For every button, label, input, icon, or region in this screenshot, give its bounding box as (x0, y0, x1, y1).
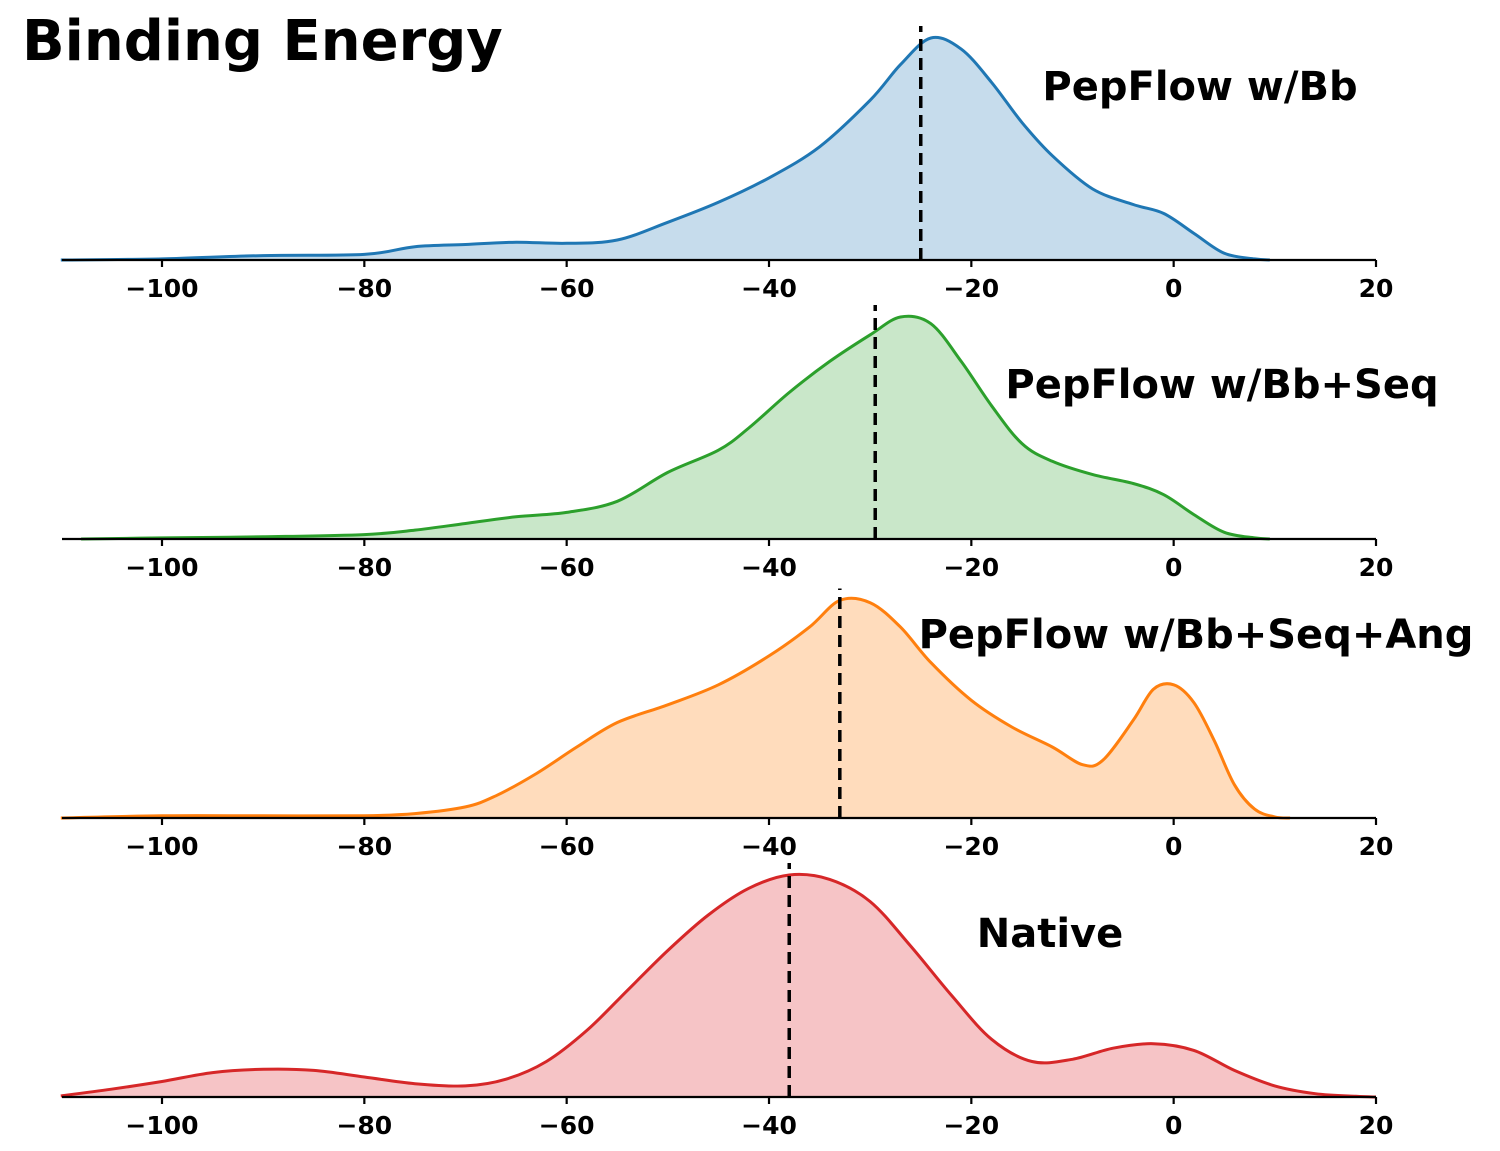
density-area (81, 316, 1270, 539)
x-tick-label: −20 (943, 274, 999, 303)
x-tick-label: 0 (1165, 1111, 1182, 1140)
x-tick-label: −60 (539, 832, 595, 861)
panel-2: −100 −80 −60 −40 −20 0 20 PepFlow w/Bb+Seq (62, 305, 1439, 582)
density-line (81, 314, 1270, 541)
x-tick-label: 0 (1165, 274, 1182, 303)
x-tick-label: −100 (125, 1111, 198, 1140)
x-tick-label: 20 (1359, 274, 1394, 303)
panel-3: −100 −80 −60 −40 −20 0 20 PepFlow w/Bb+Seq+Ang (60, 588, 1474, 861)
x-tick-label: 20 (1359, 1111, 1394, 1140)
x-tick-label: −40 (741, 274, 797, 303)
x-tick-label: −100 (125, 274, 198, 303)
series-label: Native (977, 911, 1124, 957)
series-label: PepFlow w/Bb+Seq (1005, 362, 1438, 408)
x-tick-label: −80 (336, 1111, 392, 1140)
density-line (60, 35, 1270, 262)
x-tick-label: −80 (336, 274, 392, 303)
x-tick-label: −100 (125, 832, 198, 861)
density-area (60, 598, 1290, 818)
x-tick-label: −40 (741, 1111, 797, 1140)
x-tick-label: −20 (943, 1111, 999, 1140)
x-tick-label: −80 (336, 832, 392, 861)
figure-title: Binding Energy (22, 9, 503, 74)
x-tick-label: 20 (1359, 832, 1394, 861)
x-tick-label: −40 (741, 553, 797, 582)
x-tick-label: −20 (943, 553, 999, 582)
x-tick-label: −20 (943, 832, 999, 861)
x-tick-label: 0 (1165, 553, 1182, 582)
x-tick-label: −60 (539, 274, 595, 303)
density-area (60, 37, 1270, 260)
series-label: PepFlow w/Bb (1042, 64, 1357, 110)
x-tick-label: −60 (539, 1111, 595, 1140)
x-tick-label: −60 (539, 553, 595, 582)
x-tick-label: 0 (1165, 832, 1182, 861)
series-label: PepFlow w/Bb+Seq+Ang (919, 612, 1474, 658)
density-panels: −100 −80 −60 −40 −20 0 20 PepFlow w/Bb −100 −80 −6… (60, 26, 1474, 1140)
x-tick-label: 20 (1359, 553, 1394, 582)
density-line (60, 872, 1377, 1099)
x-tick-label: −100 (125, 553, 198, 582)
panel-1: −100 −80 −60 −40 −20 0 20 PepFlow w/Bb (60, 26, 1394, 303)
density-line (60, 596, 1291, 820)
x-tick-label: −40 (741, 832, 797, 861)
x-tick-label: −80 (336, 553, 392, 582)
density-area (60, 874, 1376, 1097)
panel-4: −100 −80 −60 −40 −20 0 20 Native (60, 863, 1394, 1140)
